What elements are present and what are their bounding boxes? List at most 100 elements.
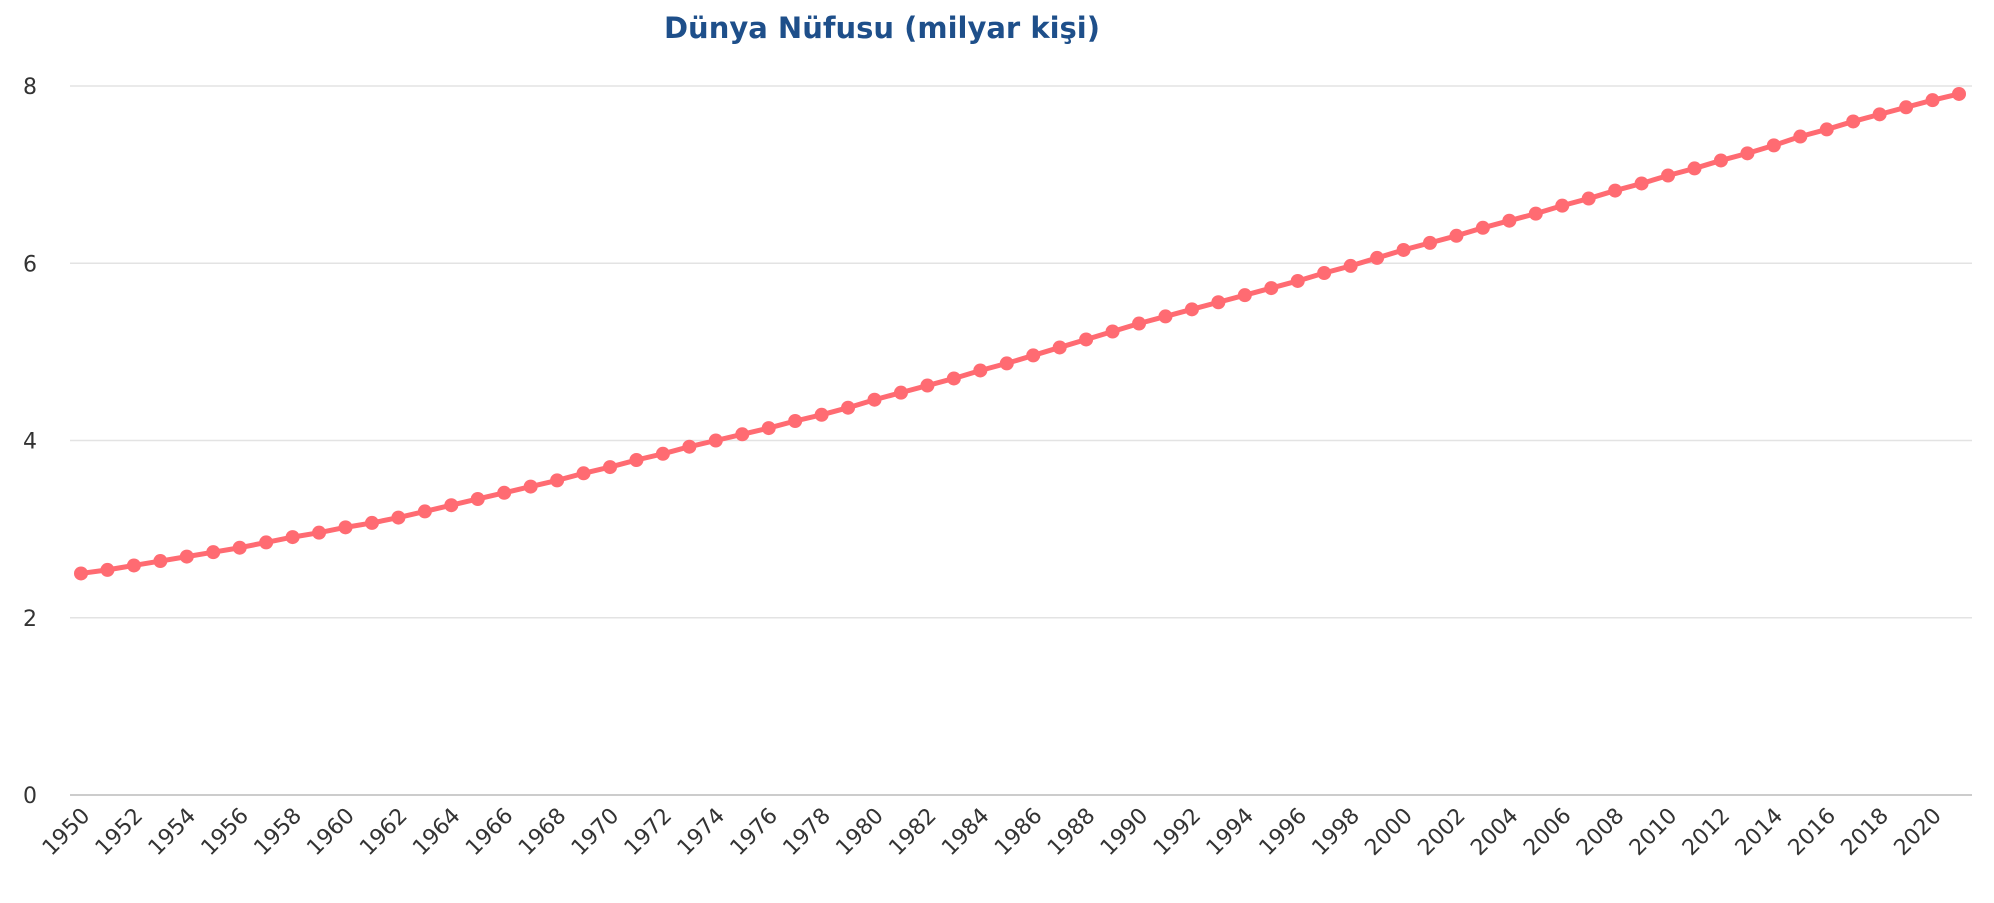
marker (1370, 250, 1385, 265)
x-tick-label: 1976 (726, 804, 783, 861)
x-tick-label: 1992 (1149, 804, 1206, 861)
x-tick-label: 1974 (673, 804, 730, 861)
marker (1026, 348, 1041, 363)
marker (1449, 228, 1464, 243)
x-tick-label: 2004 (1466, 804, 1523, 861)
marker (1899, 100, 1914, 115)
x-tick-label: 1950 (38, 804, 95, 861)
marker (444, 498, 459, 513)
marker (153, 554, 168, 569)
x-tick-label: 1972 (620, 804, 677, 861)
marker (1290, 273, 1305, 288)
marker (788, 414, 803, 429)
x-tick-label: 1966 (461, 804, 518, 861)
y-tick-label: 6 (23, 252, 37, 277)
marker (1237, 288, 1252, 303)
marker (655, 446, 670, 461)
x-tick-label: 1962 (355, 804, 412, 861)
x-tick-label: 1980 (831, 804, 888, 861)
marker (312, 525, 327, 540)
marker (1846, 114, 1861, 129)
marker (1264, 281, 1279, 296)
marker (946, 371, 961, 386)
x-tick-label: 1968 (514, 804, 571, 861)
x-tick-label: 1958 (250, 804, 307, 861)
marker (814, 407, 829, 422)
x-tick-label: 1956 (197, 804, 254, 861)
x-tick-label: 1952 (91, 804, 148, 861)
x-tick-label: 2010 (1625, 804, 1682, 861)
marker (1317, 265, 1332, 280)
marker (735, 427, 750, 442)
marker (893, 385, 908, 400)
marker (550, 473, 565, 488)
marker (1793, 129, 1808, 144)
marker (206, 545, 221, 560)
x-tick-label: 1988 (1043, 804, 1100, 861)
marker (1661, 168, 1676, 183)
marker (1766, 138, 1781, 153)
marker (74, 566, 88, 581)
marker (417, 504, 432, 519)
chart-title: Dünya Nüfusu (milyar kişi) (664, 11, 1100, 45)
marker (1608, 183, 1623, 198)
marker (1952, 86, 1966, 101)
x-tick-label: 1996 (1255, 804, 1312, 861)
x-tick-label: 1994 (1202, 804, 1259, 861)
x-tick-label: 1990 (1096, 804, 1153, 861)
marker (259, 535, 274, 550)
x-tick-label: 1964 (408, 804, 465, 861)
marker (364, 515, 379, 530)
line (80, 91, 1960, 576)
marker (920, 378, 935, 393)
marker (497, 485, 512, 500)
x-tick-label: 2016 (1784, 804, 1841, 861)
marker (1396, 242, 1411, 257)
marker (682, 439, 697, 454)
marker (232, 540, 247, 555)
x-tick-label: 2020 (1890, 804, 1947, 861)
marker (1475, 220, 1490, 235)
y-tick-label: 0 (23, 784, 37, 809)
marker (867, 392, 882, 407)
marker (391, 510, 406, 525)
marker (1079, 332, 1094, 347)
y-tick-label: 8 (23, 75, 37, 100)
x-tick-label: 2002 (1413, 804, 1470, 861)
marker (1555, 198, 1570, 213)
marker (629, 452, 644, 467)
marker (523, 479, 538, 494)
marker (338, 520, 353, 535)
marker (1158, 309, 1173, 324)
marker (1740, 146, 1755, 161)
marker (1343, 258, 1358, 273)
x-tick-label: 2014 (1731, 804, 1788, 861)
marker (1713, 153, 1728, 168)
marker (1052, 340, 1067, 355)
marker (576, 466, 591, 481)
marker (1184, 302, 1199, 317)
x-tick-label: 1954 (144, 804, 201, 861)
marker (708, 433, 723, 448)
marker (1819, 122, 1834, 137)
x-tick-label: 2006 (1519, 804, 1576, 861)
x-tick-label: 1984 (937, 804, 994, 861)
x-tick-label: 2000 (1361, 804, 1418, 861)
x-tick-label: 1978 (779, 804, 836, 861)
x-tick-label: 1982 (884, 804, 941, 861)
marker (761, 421, 776, 436)
marker (179, 549, 194, 564)
marker (999, 356, 1014, 371)
marker (100, 562, 115, 577)
x-tick-label: 1986 (990, 804, 1047, 861)
marker (1581, 191, 1596, 206)
marker (1687, 161, 1702, 176)
marker (1422, 235, 1437, 250)
marker (973, 363, 988, 378)
marker (470, 491, 485, 506)
marker (1872, 107, 1887, 122)
y-tick-label: 4 (23, 430, 37, 455)
x-tick-label: 2012 (1678, 804, 1735, 861)
x-tick-label: 1998 (1308, 804, 1365, 861)
